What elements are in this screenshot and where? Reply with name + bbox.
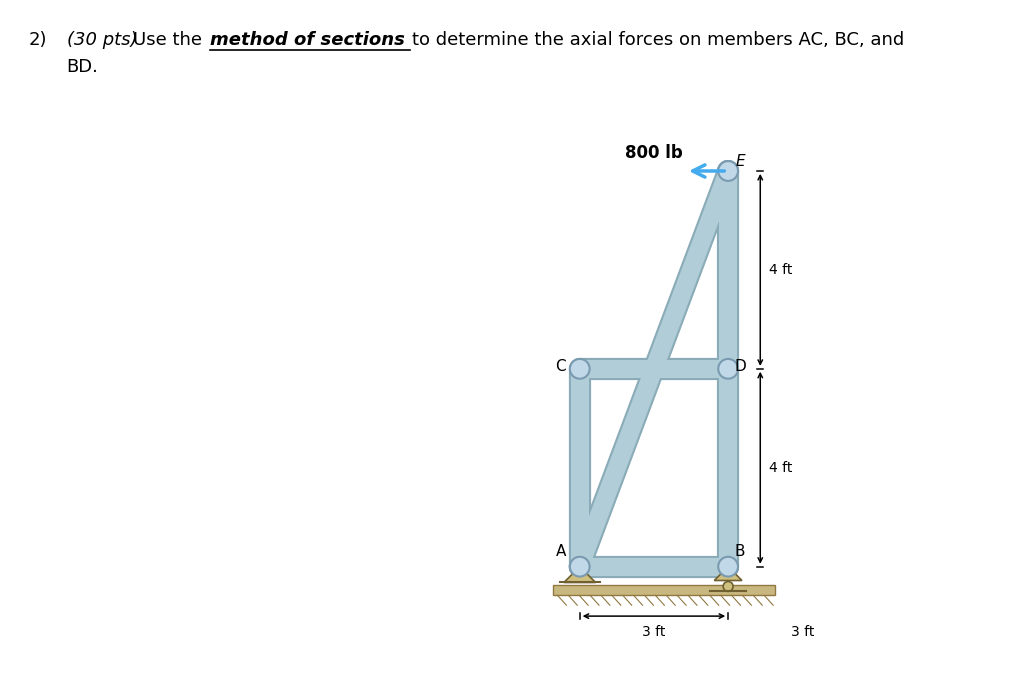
Circle shape bbox=[718, 161, 738, 181]
Polygon shape bbox=[564, 567, 596, 583]
Circle shape bbox=[718, 359, 738, 378]
Text: (30 pts): (30 pts) bbox=[67, 31, 137, 48]
Text: 3 ft: 3 ft bbox=[642, 625, 666, 639]
Circle shape bbox=[569, 557, 590, 576]
Bar bbox=[553, 585, 775, 596]
Text: B: B bbox=[734, 544, 744, 559]
Polygon shape bbox=[715, 567, 742, 581]
Circle shape bbox=[569, 359, 590, 378]
Text: D: D bbox=[734, 359, 745, 374]
Text: method of sections: method of sections bbox=[210, 31, 404, 48]
Text: to determine the axial forces on members AC, BC, and: to determine the axial forces on members… bbox=[412, 31, 904, 48]
Text: C: C bbox=[555, 359, 566, 374]
Text: BD.: BD. bbox=[67, 58, 98, 76]
Text: A: A bbox=[556, 544, 566, 559]
Text: 3 ft: 3 ft bbox=[791, 625, 814, 639]
Text: 4 ft: 4 ft bbox=[769, 263, 793, 277]
Text: E: E bbox=[735, 154, 745, 169]
Text: 4 ft: 4 ft bbox=[769, 461, 793, 475]
Text: 2): 2) bbox=[29, 31, 47, 48]
Text: 800 lb: 800 lb bbox=[625, 144, 683, 162]
Circle shape bbox=[718, 557, 738, 576]
Text: Use the: Use the bbox=[133, 31, 202, 48]
Circle shape bbox=[723, 581, 733, 591]
